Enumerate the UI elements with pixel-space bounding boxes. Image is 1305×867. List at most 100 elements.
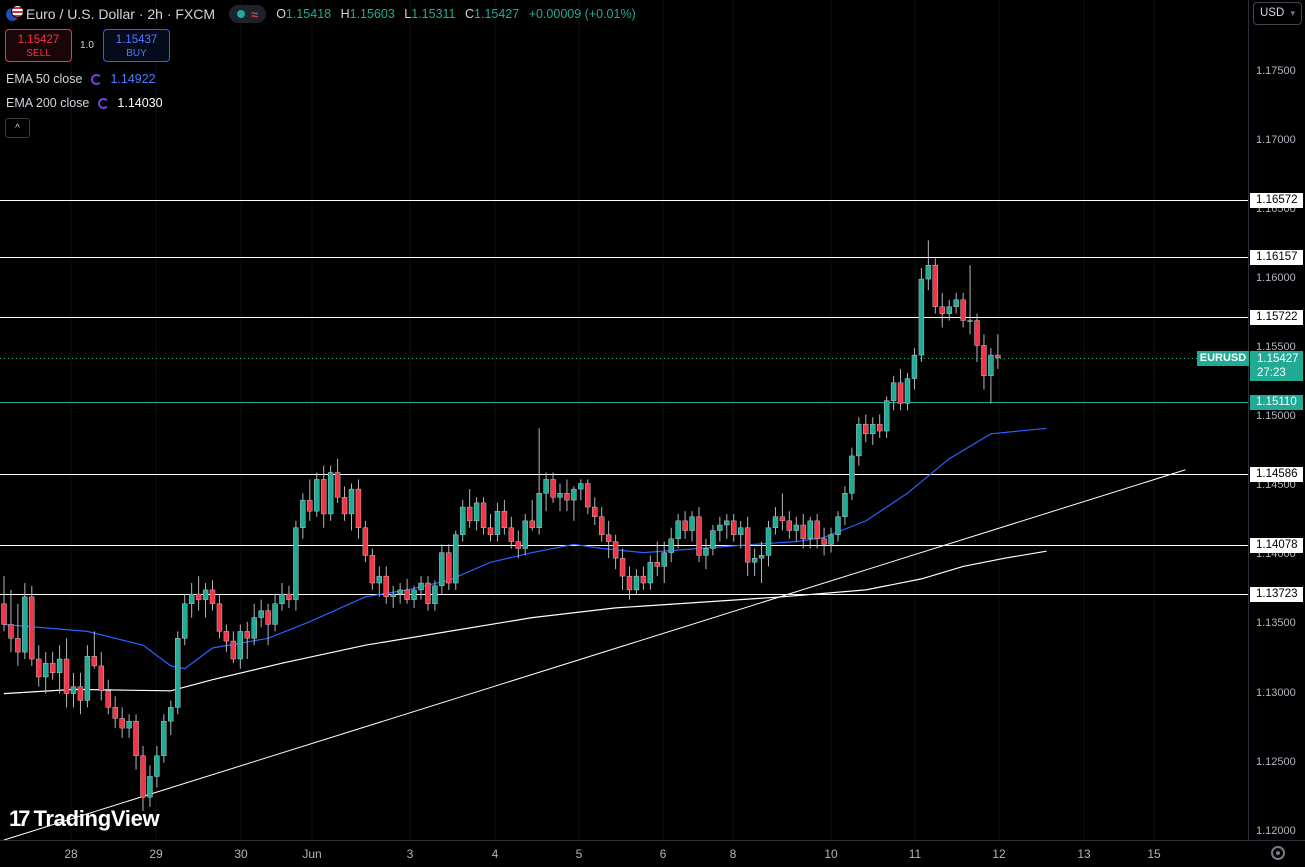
sell-button[interactable]: 1.15427 SELL [5,29,72,62]
price-tick-label: 1.15500 [1256,341,1296,354]
candle-bullish [925,240,932,291]
price-tick-label: 1.13500 [1256,617,1296,630]
candle-bearish [995,334,1001,369]
time-tick-label: 30 [234,847,248,861]
candle-body [988,354,994,376]
ema-lines [3,427,1047,695]
candle-body [216,603,223,632]
settings-gear-icon[interactable] [1271,846,1285,860]
time-tick-label: 4 [491,847,499,861]
vertical-grid [70,0,1155,840]
candle-bearish [779,493,786,531]
ema200-line [3,550,1047,695]
currency-selector[interactable]: USD ▾ [1253,2,1302,25]
change-value: +0.00009 (+0.01%) [528,7,636,21]
candle-body [195,593,202,600]
price-tick-label: 1.17500 [1256,64,1296,77]
candle-body [564,493,570,501]
candle-body [772,516,779,528]
candle-body [49,662,56,674]
buy-price: 1.15437 [115,34,158,46]
candle-bearish [63,638,70,708]
chart-header: Euro / U.S. Dollar · 2h · FXCM ≈ O1.1541… [6,4,642,24]
candle-bearish [960,292,966,328]
last-price-value: 1.15427 [1257,353,1299,365]
candle-bullish [439,544,445,595]
candle-bullish [543,472,549,512]
candle-bearish [487,513,494,542]
candle-body [626,575,633,591]
buy-label: BUY [126,48,147,59]
trendline[interactable] [3,469,1186,841]
candle-bearish [286,585,292,608]
candle-body [84,656,91,701]
candle-bullish [772,507,779,535]
candle-body [717,524,723,531]
ema50-legend[interactable]: EMA 50 close 1.14922 [6,71,156,87]
candle-bullish [967,265,973,335]
candle-body [154,755,160,777]
candle-bearish [863,414,869,443]
ascending-trendline[interactable] [3,469,1186,841]
candle-body [362,527,369,556]
candle-body [112,707,118,719]
buy-button[interactable]: 1.15437 BUY [103,29,170,62]
price-tick-label: 1.13000 [1256,686,1296,699]
candle-bullish [43,652,49,694]
candle-bullish [911,348,918,390]
candle-body [585,483,591,508]
candle-body [508,527,515,542]
candle-bullish [293,520,299,611]
candle-bearish [480,497,487,535]
candle-body [265,610,271,625]
candle-bearish [244,621,250,660]
candle-body [390,593,396,598]
candle-body [22,596,28,653]
symbol-title[interactable]: Euro / U.S. Dollar · 2h · FXCM [26,6,216,22]
candle-body [209,589,216,604]
candle-body [307,499,313,512]
candle-bullish [668,527,674,563]
candle-body [126,720,132,729]
candle-body [480,502,487,528]
candle-body [731,520,737,535]
candle-body [904,378,911,404]
candle-bearish [265,603,271,646]
candle-body [765,527,772,556]
candle-body [779,516,786,522]
candle-body [890,382,897,401]
last-price-tag: 1.15427 27:23 [1250,351,1303,381]
candle-body [501,510,508,528]
candle-body [432,585,438,604]
candle-body [897,382,904,404]
candle-bullish [237,624,244,669]
time-tick-label: 28 [64,847,78,861]
tradingview-logo[interactable]: 17 TradingView [9,806,160,832]
time-tick-label: 10 [824,847,838,861]
price-tick-label: 1.17000 [1256,133,1296,146]
candle-body [321,479,327,515]
countdown-value: 27:23 [1257,367,1286,379]
candle-bearish [605,520,612,559]
candle-bullish [710,525,716,556]
candle-body [494,510,501,535]
candle-body [939,306,945,314]
candle-body [543,479,549,494]
ema200-legend[interactable]: EMA 200 close 1.14030 [6,95,163,111]
candle-bearish [321,465,327,528]
candle-body [202,589,209,600]
candle-bullish [828,527,834,553]
candle-bearish [133,714,139,770]
market-status-pill[interactable]: ≈ [229,5,267,23]
eur-usd-flag-icon [6,5,24,23]
candle-bullish [56,645,63,694]
candle-body [640,575,647,584]
price-tick-label: 1.12500 [1256,755,1296,768]
candle-bearish [334,458,341,503]
candle-body [925,265,932,280]
candle-bullish [953,292,959,314]
candle-bullish [22,583,28,660]
collapse-legend-button[interactable]: ^ [5,118,30,138]
horizontal-levels[interactable] [0,200,1248,595]
